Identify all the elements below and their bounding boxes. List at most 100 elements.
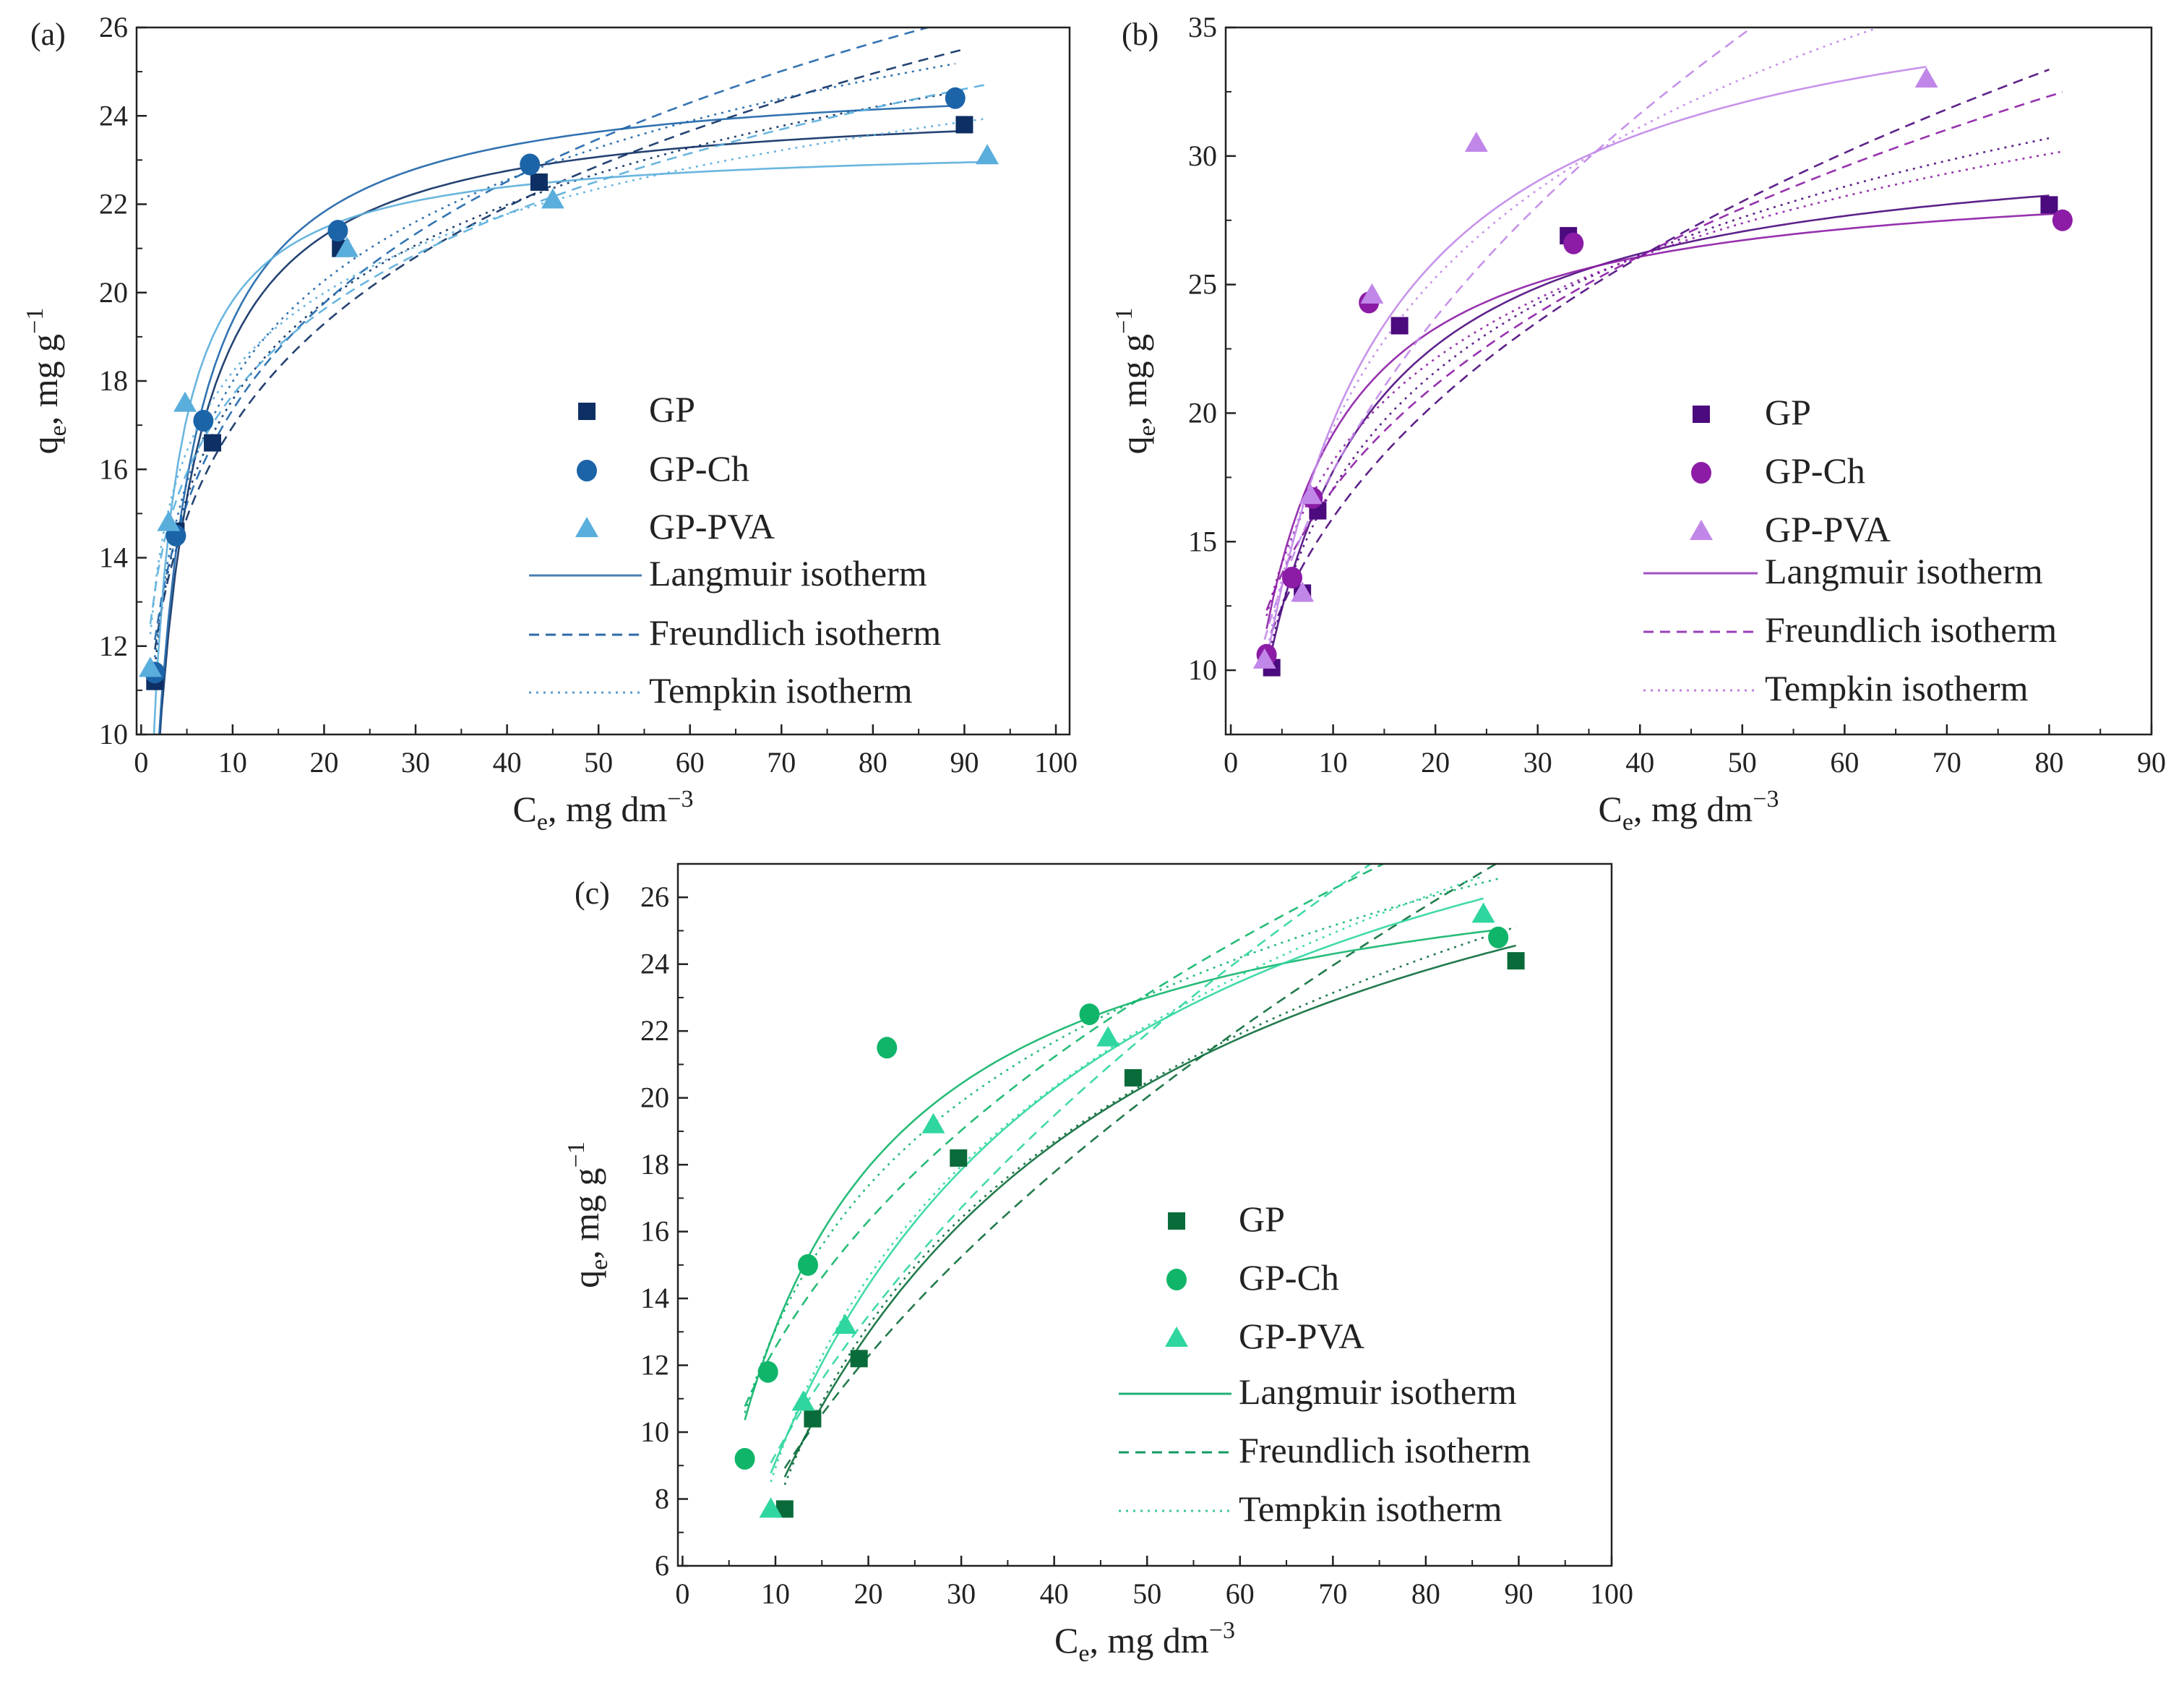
fit-curves	[1263, 27, 2063, 672]
x-tick-label: 50	[1132, 1577, 1161, 1610]
x-tick-label: 30	[401, 746, 430, 779]
fit-line-dotted-gp	[783, 926, 1516, 1486]
x-tick-label: 60	[1226, 1577, 1255, 1610]
data-point-gp-pva	[541, 188, 564, 209]
x-tick-label: 80	[1411, 1577, 1440, 1610]
panel-label: (b)	[1122, 17, 1158, 52]
x-tick-label: 0	[675, 1577, 689, 1610]
y-tick-label: 26	[99, 11, 128, 43]
y-tick-label: 25	[1188, 268, 1217, 301]
fit-line-solid-gp	[1271, 194, 2050, 651]
y-tick-label: 20	[1188, 396, 1217, 429]
x-tick-label: 10	[761, 1577, 790, 1610]
y-tick-label: 35	[1188, 11, 1217, 43]
data-point-gp-ch	[757, 1361, 778, 1383]
fit-line-solid-gp-ch	[1265, 212, 2063, 630]
x-tick-label: 70	[1933, 746, 1961, 779]
x-tick-label: 30	[1523, 746, 1552, 779]
x-tick-label: 70	[767, 746, 796, 779]
y-tick-label: 6	[655, 1549, 669, 1582]
data-point-gp	[1124, 1068, 1142, 1087]
x-tick-label: 90	[2137, 746, 2166, 779]
x-tick-label: 50	[584, 746, 613, 779]
label-sub: e	[537, 809, 548, 836]
x-tick-label: 100	[1034, 746, 1078, 779]
data-point-gp-pva	[1291, 581, 1315, 602]
y-tick-label: 8	[655, 1483, 669, 1515]
y-tick-label: 24	[640, 948, 669, 980]
y-tick-label: 16	[640, 1215, 669, 1248]
fit-line-solid-gp-ch	[158, 105, 955, 734]
legend-label: Tempkin isotherm	[1765, 668, 2029, 708]
fit-curves	[744, 864, 1516, 1486]
y-tick-label: 24	[99, 99, 128, 132]
label-main: q	[566, 1270, 606, 1288]
label-sub: e	[1622, 809, 1633, 836]
data-point-gp	[204, 434, 222, 452]
data-point-gp	[1507, 952, 1525, 970]
data-point-gp	[804, 1410, 822, 1428]
x-tick-label: 80	[2034, 746, 2063, 779]
data-points	[1252, 67, 2073, 677]
fit-line-solid-gp	[159, 129, 965, 734]
data-point-gp-pva	[157, 510, 181, 531]
data-point-gp-ch	[1563, 232, 1584, 254]
y-tick-label: 10	[640, 1415, 669, 1448]
label-sub: e	[586, 1259, 613, 1270]
data-point-gp-ch	[1488, 926, 1509, 948]
y-axis-label: qe, mg g−1	[1111, 308, 1161, 455]
label-rest: , mg dm	[1089, 1620, 1208, 1661]
data-point-gp-pva	[1299, 484, 1323, 505]
label-sup: −1	[22, 308, 48, 334]
y-tick-label: 20	[99, 276, 128, 309]
data-point-gp-pva	[335, 236, 359, 257]
label-rest: , mg dm	[1633, 789, 1753, 829]
x-axis-label: Ce, mg dm−3	[1054, 1617, 1235, 1667]
label-sup: −1	[1111, 308, 1138, 334]
y-tick-label: 30	[1188, 140, 1217, 172]
legend-marker-gp-ch	[1691, 462, 1711, 484]
x-tick-label: 0	[134, 746, 148, 779]
label-sup: −3	[667, 786, 693, 813]
y-tick-label: 14	[99, 541, 128, 574]
x-tick-label: 90	[1504, 1577, 1533, 1610]
data-point-gp-ch	[797, 1254, 818, 1276]
legend-label: GP-Ch	[1765, 450, 1865, 491]
x-tick-label: 50	[1728, 746, 1757, 779]
x-axis-label: Ce, mg dm−3	[1599, 786, 1779, 836]
data-point-gp-pva	[976, 144, 999, 165]
x-tick-label: 30	[947, 1577, 976, 1610]
label-rest: , mg g	[1114, 334, 1154, 425]
data-point-gp-pva	[138, 656, 162, 677]
x-tick-label: 20	[1421, 746, 1450, 779]
chart-panel-a: 0 10 20 30 40 50 60 70 80 90 100101214161820222426…	[22, 11, 1078, 836]
label-sub: e	[1134, 425, 1161, 436]
label-rest: , mg g	[25, 334, 65, 425]
legend-label: GP-Ch	[649, 448, 749, 489]
data-point-gp	[1390, 317, 1409, 335]
data-point-gp-pva	[1096, 1026, 1120, 1047]
data-point-gp	[955, 116, 973, 134]
y-axis-label: qe, mg g−1	[563, 1141, 613, 1288]
data-point-gp-pva	[921, 1113, 945, 1134]
legend-label: Freundlich isotherm	[1239, 1430, 1531, 1470]
fit-line-dashed-gp	[1271, 68, 2050, 632]
x-tick-label: 90	[950, 746, 979, 779]
y-tick-label: 14	[640, 1282, 669, 1314]
y-tick-label: 22	[99, 188, 128, 220]
data-point-gp-ch	[193, 410, 214, 432]
fit-line-dotted-gp-ch	[744, 878, 1499, 1413]
fit-line-dashed-gp-pva	[770, 864, 1372, 1464]
data-point-gp	[2040, 196, 2058, 214]
y-tick-label: 18	[99, 364, 128, 397]
y-axis-label: qe, mg g−1	[22, 308, 72, 455]
y-tick-label: 26	[640, 881, 669, 913]
legend-label: GP	[1765, 392, 1811, 432]
legend-marker-gp-ch	[1166, 1269, 1187, 1290]
data-point-gp-pva	[791, 1390, 815, 1411]
legend-label: GP-Ch	[1239, 1257, 1339, 1298]
